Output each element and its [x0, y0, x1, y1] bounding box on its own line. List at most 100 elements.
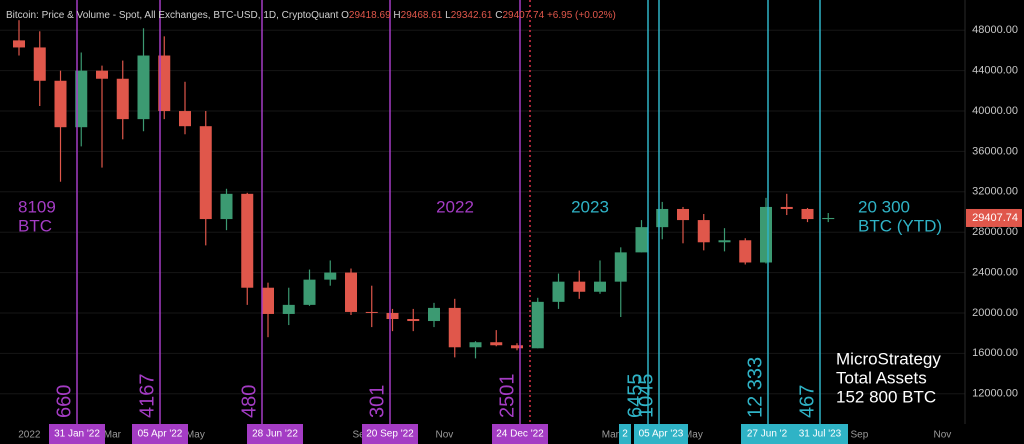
y-tick-label: 28000.00: [972, 226, 1018, 238]
price-tag-label: 29407.74: [972, 212, 1018, 224]
event-date-box: [792, 424, 848, 444]
header-key: C: [495, 10, 502, 21]
candle-body: [407, 319, 420, 322]
annotation: BTC (YTD): [858, 216, 942, 235]
candle-body: [614, 252, 627, 282]
candle-body: [531, 301, 544, 349]
event-date-box: [741, 424, 793, 444]
y-tick-label: 48000.00: [972, 24, 1018, 36]
header-title: Bitcoin: Price & Volume - Spot, All Exch…: [6, 10, 339, 21]
candle-body: [365, 311, 378, 313]
candle-body: [490, 342, 503, 346]
candle-body: [220, 193, 233, 220]
annotation: 152 800 BTC: [836, 387, 936, 406]
candle-body: [677, 208, 689, 221]
candle-body: [428, 307, 440, 322]
y-tick-label: 20000.00: [972, 307, 1018, 319]
x-tick-label: Nov: [933, 430, 951, 441]
candle-body: [33, 47, 46, 81]
overlay: 12000.00 16000.00 20000.00 24000.00 28000.00…: [6, 0, 1022, 444]
annotation: 2022: [436, 197, 474, 216]
plot-area: [13, 20, 835, 359]
candle-body: [469, 342, 482, 348]
y-tick-label: 44000.00: [972, 65, 1018, 77]
event-date-box: [634, 424, 688, 444]
event-date: 05 Apr '23: [639, 429, 684, 440]
y-tick-label: 36000.00: [972, 145, 1018, 157]
candle-body: [822, 217, 835, 220]
annotation: 2023: [571, 197, 609, 216]
candle-body: [594, 281, 606, 292]
event-date: 24 Dec '22: [496, 429, 544, 440]
header-value: 29342.61: [451, 10, 493, 21]
candle-body: [718, 240, 731, 243]
candle-body: [54, 80, 67, 128]
candle-body: [573, 281, 586, 292]
candle-body: [739, 240, 752, 263]
annotation: BTC: [18, 216, 52, 235]
event-date: 2: [622, 429, 628, 440]
candle-body: [801, 208, 814, 220]
y-tick-label: 16000.00: [972, 347, 1018, 359]
candle-body: [760, 206, 772, 263]
header-value: 29468.61: [401, 10, 443, 21]
event-amount: 660: [53, 385, 75, 418]
event-date: 31 Jul '23: [799, 429, 842, 440]
price-tag: [966, 208, 1022, 227]
event-amount: 12 333: [744, 357, 766, 418]
event-date-box: [619, 424, 631, 444]
candle-body: [656, 208, 669, 228]
header-key: H: [393, 10, 400, 21]
candle-body: [303, 279, 316, 305]
candle-body: [511, 345, 523, 349]
event-date: 05 Apr '22: [138, 429, 183, 440]
candle-body: [179, 111, 191, 127]
candle-body: [262, 287, 274, 314]
candle-body: [324, 272, 337, 280]
candle-body: [116, 78, 129, 120]
x-tick-label: Sep: [352, 430, 370, 441]
event-date: 20 Sep '22: [366, 429, 414, 440]
candle-body: [158, 55, 171, 112]
event-date: 27 Jun '2: [747, 429, 788, 440]
event-date-box: [362, 424, 418, 444]
candle-body: [552, 281, 565, 302]
y-tick-label: 12000.00: [972, 388, 1018, 400]
event-amount: 2501: [496, 374, 518, 419]
event-date-box: [49, 424, 105, 444]
header-value: 29407.74: [502, 10, 544, 21]
header-key: L: [445, 10, 451, 21]
candle-body: [241, 193, 254, 288]
candle-body: [96, 70, 108, 79]
x-tick-label: May: [186, 430, 205, 441]
event-date-box: [492, 424, 548, 444]
x-tick-label: Mar: [602, 430, 620, 441]
candle-body: [282, 304, 295, 314]
x-tick-label: May: [684, 430, 703, 441]
event-amount: 4167: [136, 374, 158, 419]
candle-body: [199, 126, 212, 220]
header-key: O: [341, 10, 349, 21]
event-amount: 301: [366, 385, 388, 418]
x-tick-label: Sep: [850, 430, 868, 441]
annotation: Total Assets: [836, 368, 927, 387]
header-value: 29418.69: [349, 10, 391, 21]
candle-body: [137, 55, 150, 120]
candle-body: [448, 307, 461, 348]
candle-body: [345, 272, 357, 312]
candle-body: [697, 220, 710, 243]
event-amount: 6455: [624, 374, 646, 419]
candle-body: [13, 40, 25, 48]
annotation: MicroStrategy: [836, 349, 941, 368]
event-date-box: [247, 424, 303, 444]
event-date-box: [132, 424, 188, 444]
header: Bitcoin: Price & Volume - Spot, All Exch…: [6, 10, 616, 21]
candle-body: [75, 70, 88, 128]
annotation: 8109: [18, 197, 56, 216]
y-tick-label: 40000.00: [972, 105, 1018, 117]
y-tick-label: 32000.00: [972, 186, 1018, 198]
y-tick-label: 24000.00: [972, 266, 1018, 278]
